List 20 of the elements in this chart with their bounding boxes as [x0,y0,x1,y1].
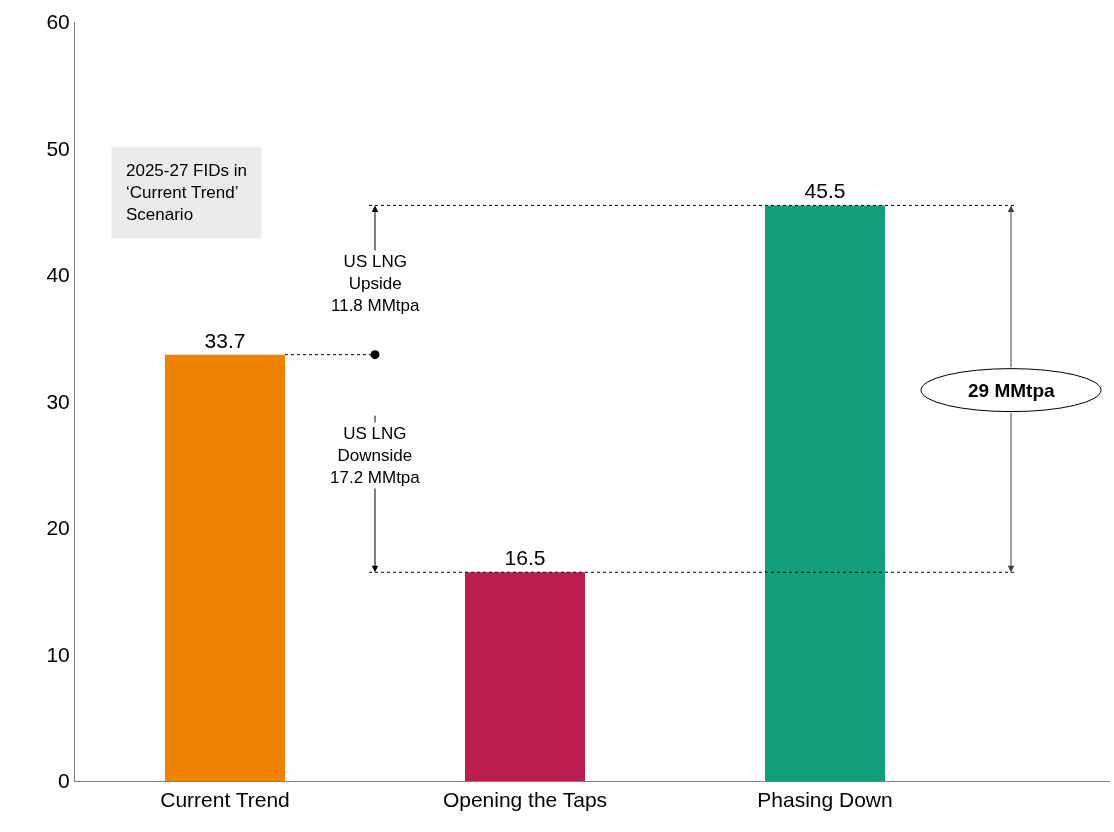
y-tick-label: 60 [46,10,70,34]
y-tick-label: 50 [46,136,70,160]
y-tick-label: 20 [46,516,70,540]
y-tick-label: 30 [46,389,70,413]
annotation: 29 MMtpa [968,380,1055,401]
data-label: 16.5 [504,546,546,570]
x-tick-label: Phasing Down [757,788,893,812]
data-label: 45.5 [804,179,846,203]
y-tick-label: 40 [46,263,70,287]
annotation: US LNG Upside 11.8 MMtpa [331,252,421,316]
y-tick-label: 10 [46,642,70,666]
y-tick-label: 0 [58,769,70,793]
x-tick-label: Current Trend [160,788,290,812]
x-tick-label: Opening the Taps [442,788,608,812]
data-label: 33.7 [204,328,246,352]
bar [165,354,285,781]
annotation: US LNG Downside 17.2 MMtpa [330,424,421,488]
annotation: 2025-27 FIDs in ‘Current Trend’ Scenario [126,161,247,225]
bar [465,572,585,781]
bar [765,205,885,781]
